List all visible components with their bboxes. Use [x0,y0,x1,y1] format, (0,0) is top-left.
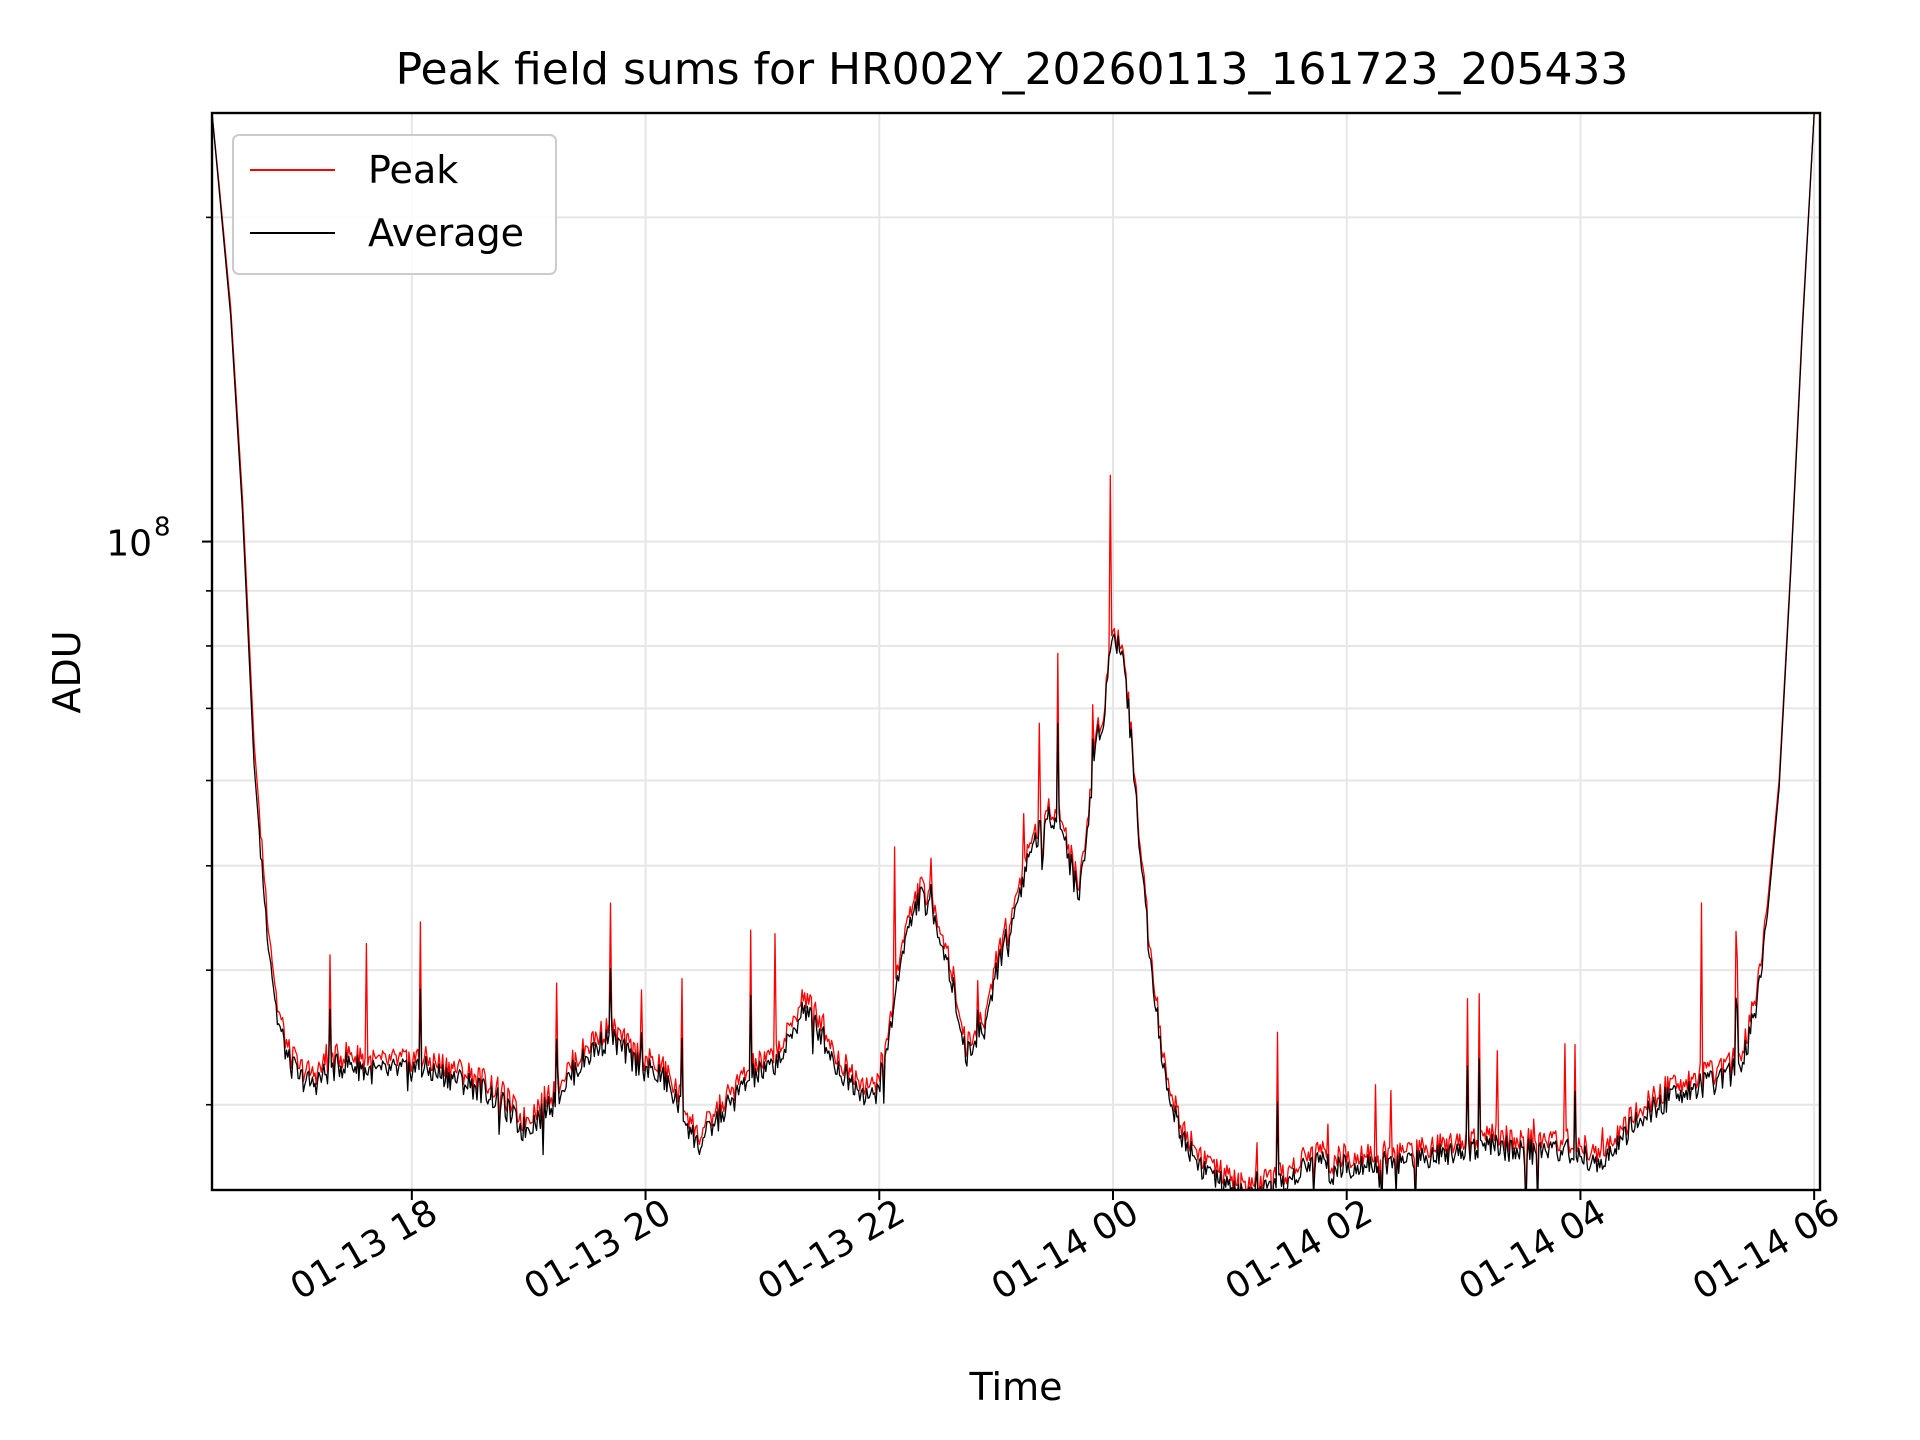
y-axis-label: ADU [45,630,89,713]
legend: Peak Average [232,134,557,275]
grid [212,113,1820,1190]
series-line-peak [212,113,1820,1190]
plot-series [212,113,1820,1190]
y-tick-label-exponent: 8 [154,513,171,543]
legend-average-label: Average [368,211,524,255]
x-axis-label: Time [969,1365,1063,1409]
series-line-average [212,113,1820,1190]
y-tick-label-base: 10 [106,524,152,565]
chart-title: Peak field sums for HR002Y_20260113_1617… [396,44,1629,95]
legend-peak-label: Peak [368,148,458,192]
plot-area-frame [210,111,1822,1192]
